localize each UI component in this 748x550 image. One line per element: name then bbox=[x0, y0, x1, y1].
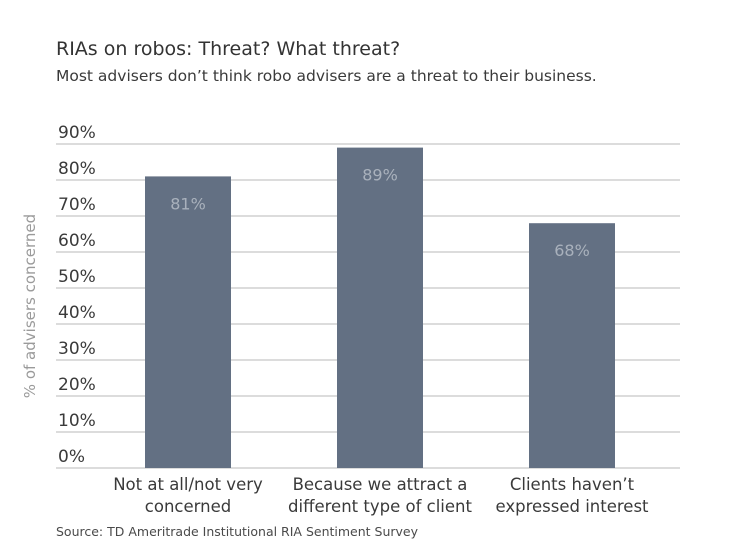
y-axis-label: % of advisers concerned bbox=[21, 214, 39, 398]
bar bbox=[529, 223, 615, 468]
bar bbox=[337, 147, 423, 468]
chart-source: Source: TD Ameritrade Institutional RIA … bbox=[56, 524, 419, 539]
bar-data-label: 68% bbox=[554, 241, 590, 260]
chart-title: RIAs on robos: Threat? What threat? bbox=[56, 38, 401, 60]
y-tick-label: 60% bbox=[58, 231, 96, 251]
chart-subtitle: Most advisers don’t think robo advisers … bbox=[56, 67, 597, 85]
x-category-label: different type of client bbox=[288, 497, 472, 516]
y-tick-label: 40% bbox=[58, 303, 96, 323]
bar-data-label: 81% bbox=[170, 194, 206, 213]
bar-data-label: 89% bbox=[362, 166, 398, 185]
y-tick-label: 90% bbox=[58, 123, 96, 143]
x-category-label: Because we attract a bbox=[293, 475, 468, 494]
y-tick-label: 0% bbox=[58, 447, 85, 467]
x-category-label: Clients haven’t bbox=[510, 475, 635, 494]
x-category-label: expressed interest bbox=[495, 497, 649, 516]
x-category-label: Not at all/not very bbox=[113, 475, 263, 494]
x-category-label: concerned bbox=[145, 497, 231, 516]
y-tick-label: 30% bbox=[58, 339, 96, 359]
y-tick-label: 80% bbox=[58, 159, 96, 179]
y-tick-label: 20% bbox=[58, 375, 96, 395]
y-tick-label: 10% bbox=[58, 411, 96, 431]
y-tick-label: 70% bbox=[58, 195, 96, 215]
y-tick-label: 50% bbox=[58, 267, 96, 287]
bar bbox=[145, 176, 231, 468]
